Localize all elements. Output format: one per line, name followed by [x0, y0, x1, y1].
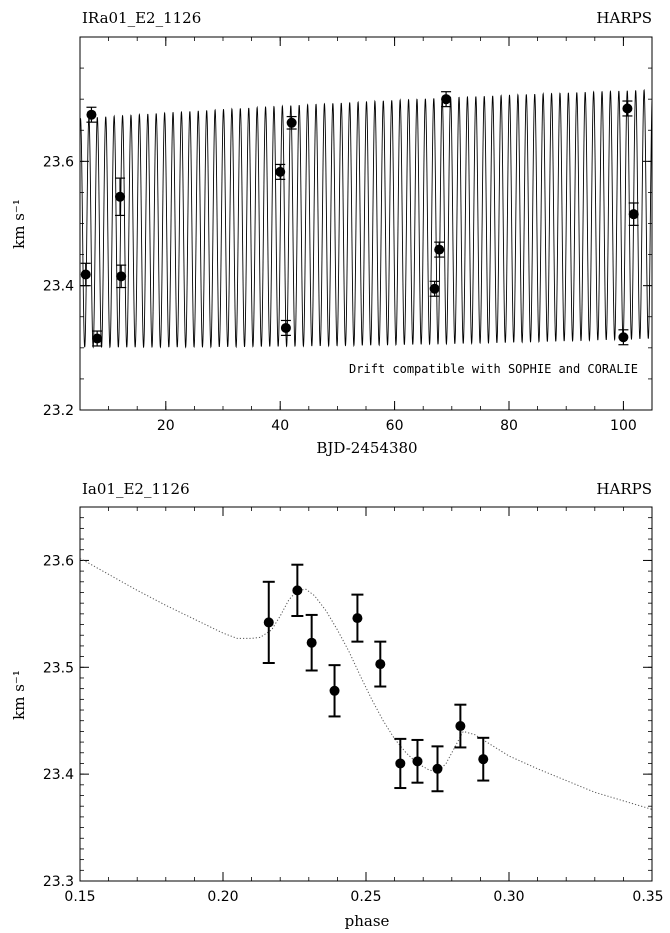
top-x-tick-label: 20: [157, 418, 175, 434]
bottom-data-point: [306, 637, 317, 648]
bottom-x-tick-label: 0.20: [207, 889, 238, 905]
bottom-data-point: [329, 685, 340, 696]
bottom-data-point: [478, 754, 489, 765]
top-data-point: [275, 166, 286, 177]
top-model-curve: [80, 88, 652, 349]
top-panel-annotation: Drift compatible with SOPHIE and CORALIE: [349, 362, 638, 376]
top-data-point: [86, 109, 97, 120]
top-panel: 20 40 60 80 100 23.2 23.4 23.6: [43, 36, 653, 434]
bottom-panel-x-axis-label: phase: [345, 912, 390, 930]
top-data-point: [429, 283, 440, 294]
bottom-data-point: [375, 659, 386, 670]
top-data-point: [618, 332, 629, 343]
top-x-tick-label: 80: [500, 418, 518, 434]
top-y-tick-label: 23.2: [43, 403, 74, 419]
bottom-data-point: [352, 613, 363, 624]
top-panel-x-axis-label: BJD-2454380: [316, 439, 417, 457]
top-data-point: [622, 103, 633, 114]
bottom-data-point: [432, 763, 443, 774]
top-x-tick-label: 60: [386, 418, 404, 434]
top-y-tick-label: 23.6: [43, 154, 74, 170]
top-data-point: [280, 322, 291, 333]
bottom-panel: 0.15 0.20 0.25 0.30 0.35 23.3 23.4 23.5 23.6: [43, 506, 664, 905]
top-y-tick-label: 23.4: [43, 279, 74, 295]
top-panel-title-right: HARPS: [596, 9, 652, 27]
bottom-x-tick-label: 0.25: [350, 889, 381, 905]
top-x-tick-label: 40: [271, 418, 289, 434]
bottom-data-point: [455, 721, 466, 732]
bottom-y-tick-label: 23.6: [43, 553, 74, 569]
bottom-y-tick-label: 23.4: [43, 767, 74, 783]
top-data-point: [286, 117, 297, 128]
bottom-x-tick-label: 0.35: [632, 889, 663, 905]
bottom-y-tick-label: 23.3: [43, 874, 74, 890]
bottom-x-tick-label: 0.15: [64, 889, 95, 905]
bottom-data-point: [292, 585, 303, 596]
bottom-model-curve: [80, 557, 652, 810]
top-data-point: [434, 244, 445, 255]
top-data-point: [80, 269, 91, 280]
bottom-panel-title-left: Ia01_E2_1126: [82, 480, 190, 498]
top-x-tick-label: 100: [610, 418, 637, 434]
top-data-point: [441, 94, 452, 105]
bottom-panel-y-axis-label: km s⁻¹: [10, 670, 28, 720]
bottom-x-tick-label: 0.30: [493, 889, 524, 905]
bottom-data-point: [263, 617, 274, 628]
top-data-point: [116, 271, 127, 282]
bottom-data-point: [412, 756, 423, 767]
top-data-point: [115, 191, 126, 202]
top-data-point: [628, 209, 639, 220]
bottom-data-point: [395, 758, 406, 769]
bottom-panel-title-right: HARPS: [596, 480, 652, 498]
top-panel-title-left: IRa01_E2_1126: [82, 9, 201, 27]
bottom-y-tick-label: 23.5: [43, 660, 74, 676]
top-data-point: [92, 333, 103, 344]
top-panel-y-axis-label: km s⁻¹: [10, 199, 28, 249]
bottom-plot-frame: [79, 506, 653, 882]
